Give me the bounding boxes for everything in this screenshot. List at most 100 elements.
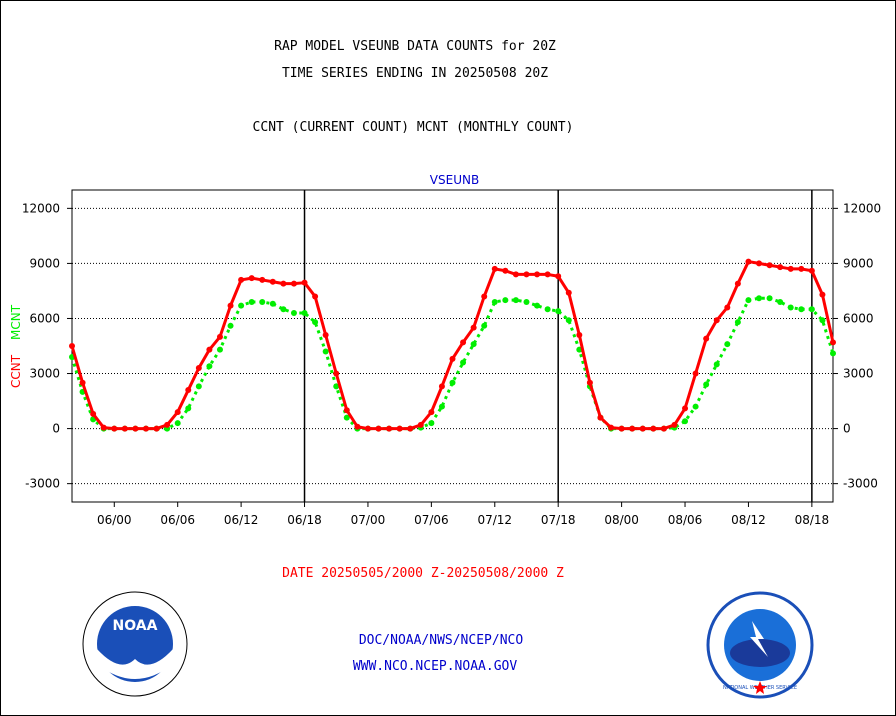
data-point-mcnt [206, 363, 213, 370]
org-path-link[interactable]: DOC/NOAA/NWS/NCEP/NCO [358, 633, 524, 648]
data-point-ccnt [216, 333, 223, 340]
data-point-mcnt [502, 297, 509, 304]
data-point-ccnt [195, 365, 202, 372]
data-point-mcnt [808, 306, 815, 313]
data-point-mcnt [470, 341, 477, 348]
data-point-mcnt [544, 306, 551, 313]
data-point-ccnt [142, 425, 149, 432]
data-point-ccnt [734, 280, 741, 287]
chart-subtitle: CCNT (CURRENT COUNT) MCNT (MONTHLY COUNT… [252, 120, 574, 135]
data-point-mcnt [428, 420, 435, 427]
data-point-ccnt [713, 317, 720, 324]
data-point-mcnt [819, 317, 826, 324]
data-point-ccnt [322, 331, 329, 338]
x-tick-label: 07/18 [541, 513, 576, 527]
data-point-mcnt [343, 414, 350, 421]
data-point-mcnt [692, 403, 699, 410]
data-point-ccnt [343, 407, 350, 414]
data-point-ccnt [280, 280, 287, 287]
data-point-ccnt [819, 291, 826, 298]
data-point-mcnt [682, 418, 689, 425]
website-link[interactable]: WWW.NCO.NCEP.NOAA.GOV [352, 659, 518, 674]
data-point-mcnt [301, 309, 308, 316]
data-point-ccnt [290, 280, 297, 287]
data-point-ccnt [259, 276, 266, 283]
data-point-ccnt [565, 289, 572, 296]
data-point-mcnt [248, 298, 255, 305]
data-point-mcnt [449, 379, 456, 386]
data-point-ccnt [449, 355, 456, 362]
y-tick-label-right: 6000 [843, 311, 874, 325]
data-point-ccnt [660, 425, 667, 432]
y-tick-label-right: 0 [843, 422, 851, 436]
y-tick-label-right: 12000 [843, 201, 881, 215]
data-point-mcnt [491, 298, 498, 305]
y-tick-label-right: 3000 [843, 367, 874, 381]
y-tick-label-left: 9000 [29, 256, 60, 270]
data-point-ccnt [69, 343, 75, 349]
data-point-ccnt [301, 279, 308, 286]
data-point-ccnt [481, 293, 488, 300]
x-tick-label: 08/18 [795, 513, 830, 527]
data-point-ccnt [692, 370, 699, 377]
y-axis-label-ccnt: CCNT [9, 354, 23, 388]
chart-title-line1: RAP MODEL VSEUNB DATA COUNTS for 20Z [274, 39, 556, 54]
data-point-mcnt [259, 298, 266, 305]
data-point-ccnt [79, 379, 86, 386]
x-tick-label: 07/06 [414, 513, 449, 527]
y-tick-label-right: 9000 [843, 256, 874, 270]
data-point-mcnt [766, 295, 773, 302]
x-tick-label: 06/12 [224, 513, 259, 527]
data-point-ccnt [206, 346, 213, 353]
data-point-ccnt [682, 405, 689, 412]
series-line-ccnt [70, 260, 835, 431]
data-point-ccnt [185, 387, 192, 394]
data-point-ccnt [576, 331, 583, 338]
data-point-ccnt [523, 271, 530, 278]
data-point-ccnt [100, 424, 107, 431]
x-tick-label: 06/06 [160, 513, 195, 527]
data-point-ccnt [90, 410, 97, 417]
data-point-ccnt [132, 425, 139, 432]
chart-title-line2: TIME SERIES ENDING IN 20250508 20Z [281, 66, 549, 81]
data-point-ccnt [375, 425, 382, 432]
data-point-ccnt [512, 271, 519, 278]
data-point-ccnt [111, 425, 118, 432]
data-point-ccnt [407, 425, 414, 432]
y-tick-label-left: 6000 [29, 311, 60, 325]
data-point-ccnt [248, 275, 255, 282]
data-point-mcnt [555, 308, 562, 315]
data-point-ccnt [639, 425, 646, 432]
data-point-ccnt [502, 267, 509, 274]
data-point-mcnt [830, 350, 836, 357]
data-point-ccnt [766, 262, 773, 269]
noaa-logo: NOAA [82, 591, 188, 697]
data-point-mcnt [174, 420, 181, 427]
x-tick-label: 07/12 [477, 513, 512, 527]
data-point-mcnt [787, 304, 794, 311]
x-tick-label: 06/18 [287, 513, 322, 527]
data-point-mcnt [216, 346, 223, 353]
data-point-ccnt [745, 258, 752, 265]
x-tick-label: 08/06 [668, 513, 703, 527]
data-point-mcnt [438, 403, 445, 410]
data-point-ccnt [756, 260, 763, 267]
data-point-ccnt [121, 425, 128, 432]
data-point-mcnt [565, 317, 572, 324]
data-point-ccnt [703, 335, 710, 342]
data-point-ccnt [787, 265, 794, 272]
data-point-mcnt [523, 298, 530, 305]
y-tick-label-left: -3000 [25, 477, 60, 491]
plot-frame [71, 189, 834, 503]
data-point-mcnt [534, 302, 541, 309]
data-point-mcnt [703, 381, 710, 388]
data-point-mcnt [227, 322, 234, 329]
data-point-ccnt [597, 414, 604, 421]
data-point-ccnt [238, 276, 245, 283]
y-axis-label-mcnt: MCNT [9, 304, 23, 340]
data-point-mcnt [195, 383, 202, 390]
data-point-ccnt [153, 425, 160, 432]
plot-title: VSEUNB [430, 173, 479, 187]
data-point-mcnt [756, 295, 763, 302]
